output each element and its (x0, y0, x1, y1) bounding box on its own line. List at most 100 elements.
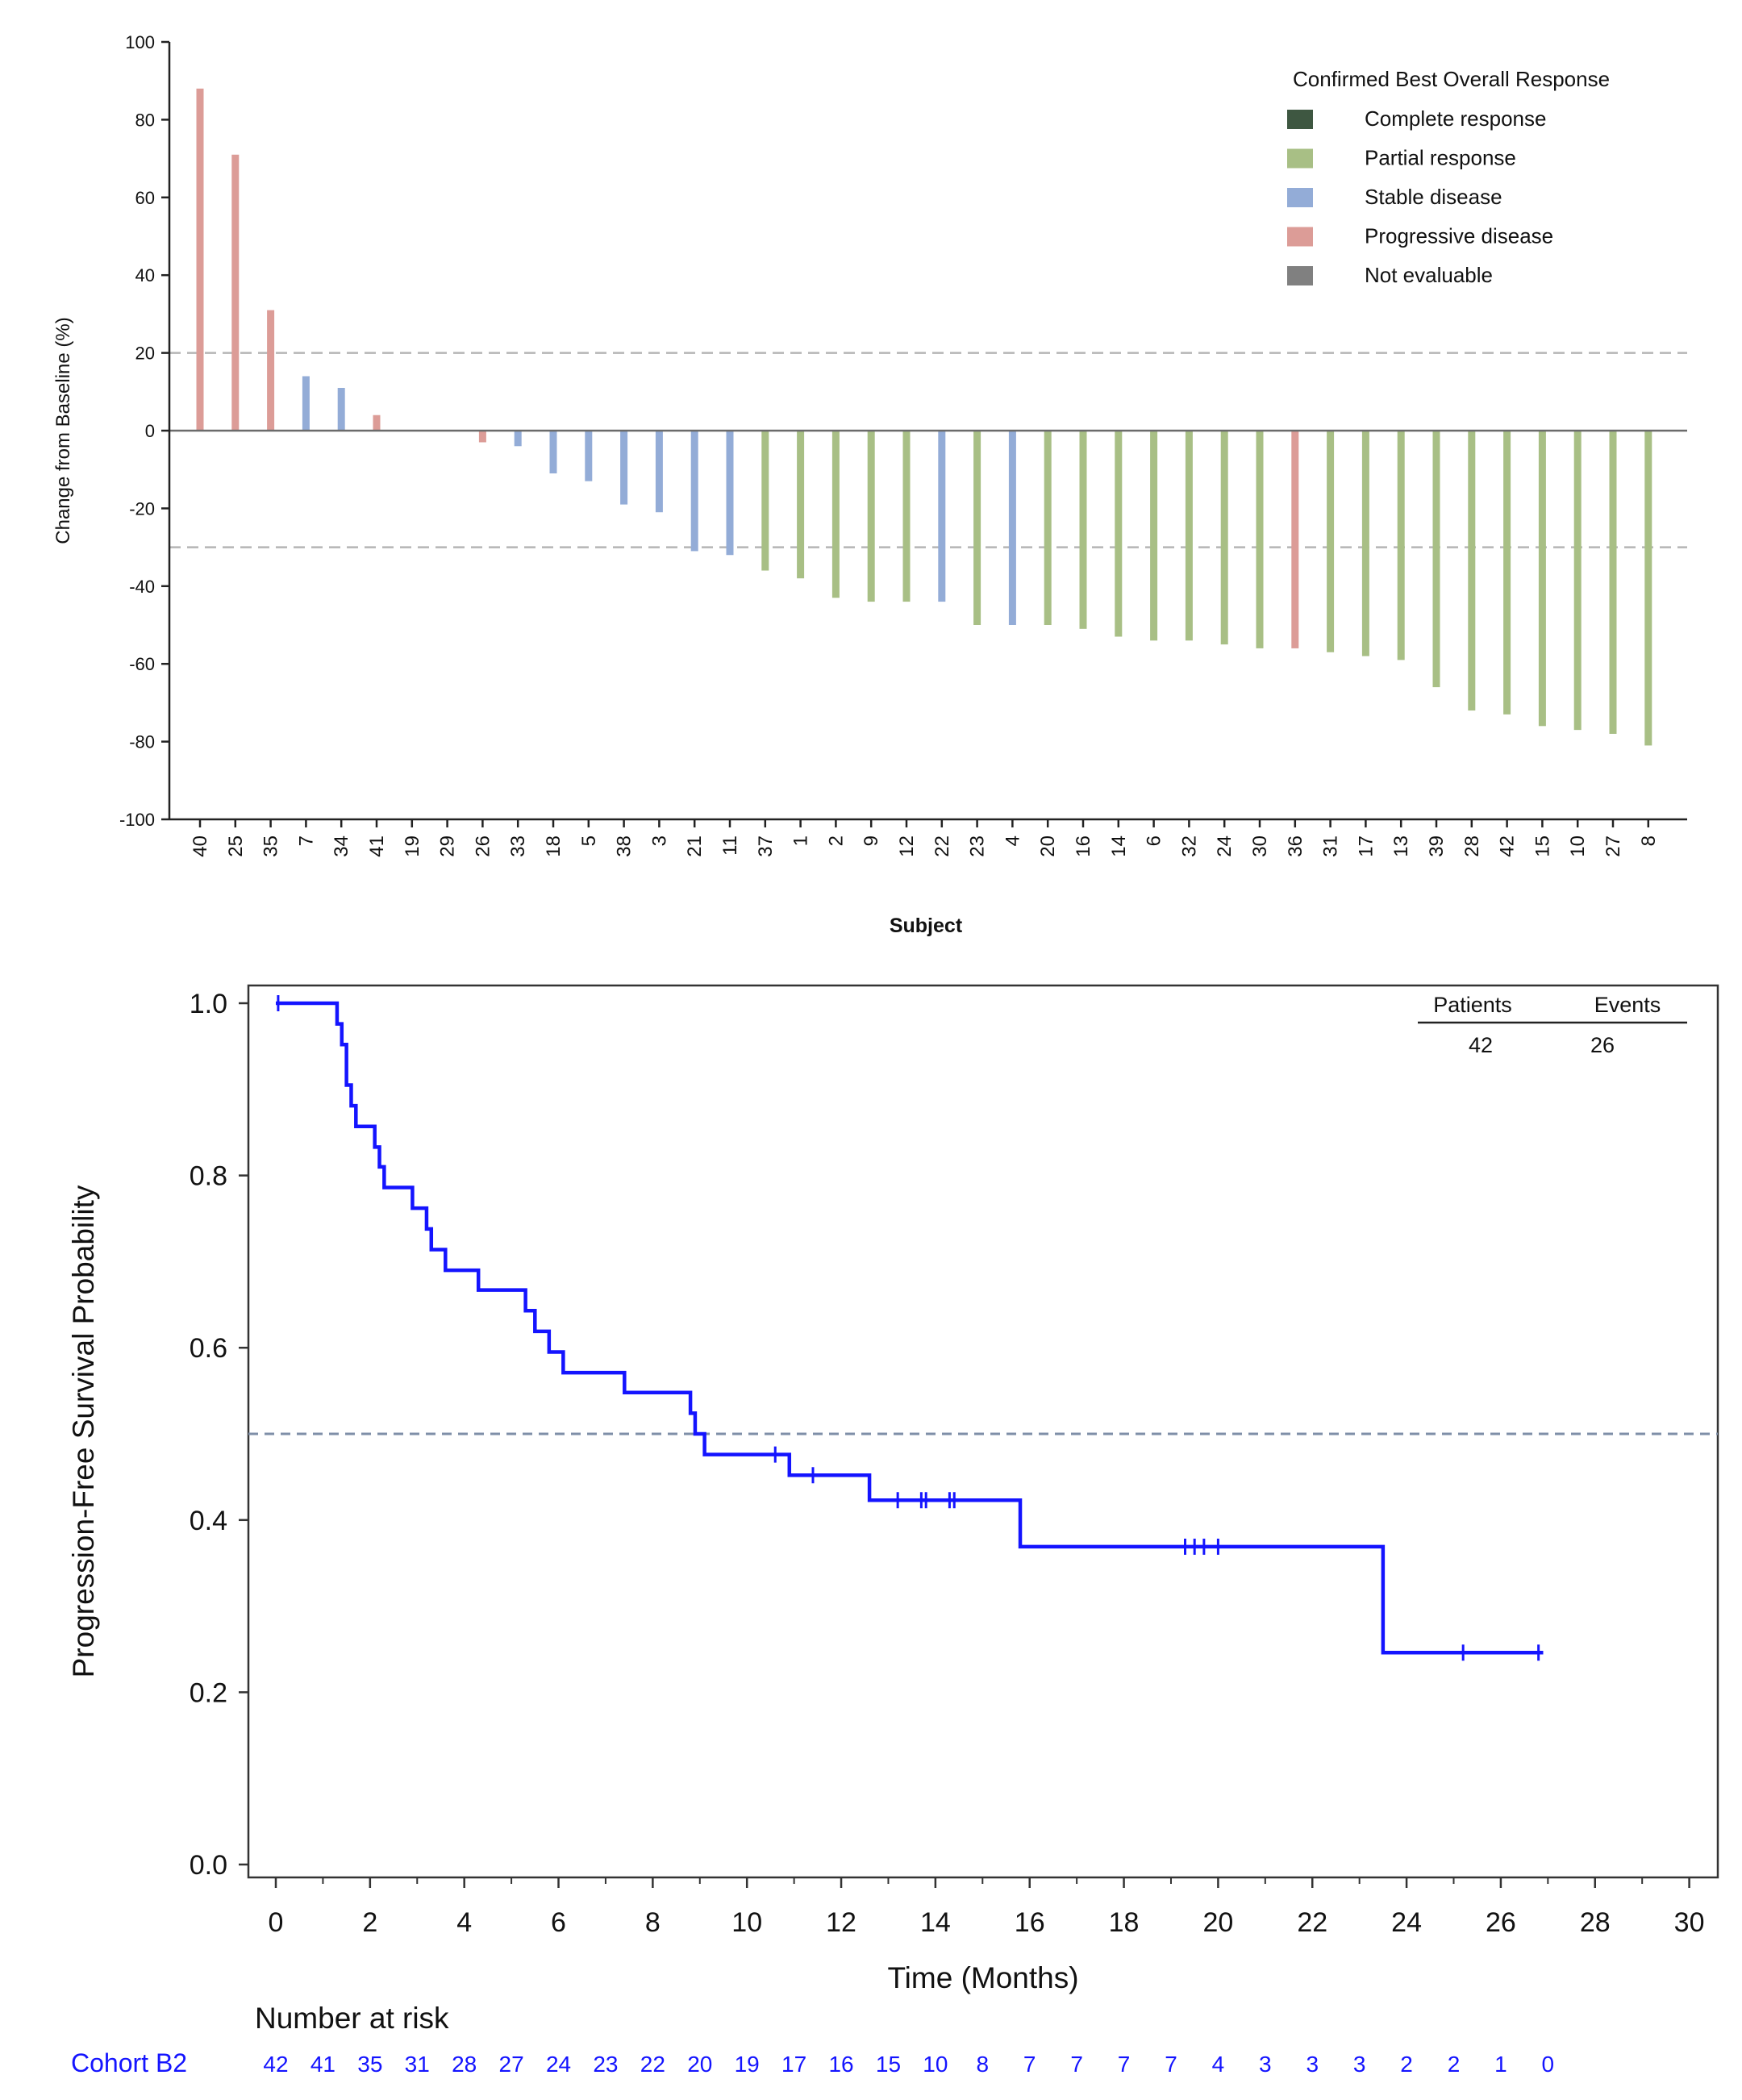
km-risk-count: 42 (263, 2052, 288, 2077)
waterfall-bar (373, 415, 381, 431)
km-risk-count: 22 (640, 2052, 665, 2077)
waterfall-bar (1115, 431, 1123, 637)
waterfall-x-tick-label: 32 (1178, 835, 1200, 857)
waterfall-x-tick-label: 40 (190, 835, 211, 857)
waterfall-bar (938, 431, 946, 602)
waterfall-x-tick-label: 11 (719, 835, 741, 856)
waterfall-bar (1609, 431, 1617, 734)
waterfall-bar (1150, 431, 1158, 641)
waterfall-y-tick-label: 20 (135, 344, 155, 364)
waterfall-y-tick-label: -80 (129, 732, 155, 752)
waterfall-bar (973, 431, 981, 625)
waterfall-reference-lines (169, 352, 1687, 548)
km-risk-count: 3 (1259, 2052, 1272, 2077)
waterfall-bar (726, 431, 734, 556)
km-y-tick-label: 0.2 (190, 1677, 227, 1708)
km-x-tick-label: 24 (1391, 1907, 1422, 1938)
km-risk-count: 23 (593, 2052, 618, 2077)
waterfall-x-tick-label: 41 (366, 835, 388, 857)
km-risk-count: 19 (735, 2052, 760, 2077)
waterfall-x-tick-label: 37 (755, 835, 777, 857)
km-info-value-patients: 42 (1469, 1033, 1493, 1057)
km-risk-count: 3 (1353, 2052, 1366, 2077)
waterfall-legend-label: Not evaluable (1365, 263, 1493, 287)
waterfall-x-tick-label: 25 (225, 835, 247, 857)
waterfall-legend-items: Complete response Partial response Stable … (1287, 106, 1553, 287)
waterfall-y-tick-label: 40 (135, 265, 155, 285)
waterfall-x-tick-label: 22 (931, 835, 953, 857)
waterfall-legend-label: Partial response (1365, 146, 1516, 170)
waterfall-x-tick-label: 28 (1461, 835, 1483, 857)
km-x-tick-label: 6 (551, 1907, 566, 1938)
waterfall-bar (831, 431, 840, 598)
waterfall-x-tick-label: 39 (1426, 835, 1448, 857)
waterfall-bar (302, 376, 310, 431)
km-x-tick-label: 8 (645, 1907, 661, 1938)
km-risk-count: 27 (499, 2052, 524, 2077)
waterfall-bar (1503, 431, 1511, 715)
waterfall-bar (1008, 431, 1016, 625)
km-risk-table: Number at risk Cohort B2 42 41 35 31 28 27 24 2… (71, 2002, 1554, 2077)
km-y-tick-label: 0.4 (190, 1506, 227, 1536)
waterfall-x-tick-label: 30 (1249, 835, 1271, 857)
km-x-tick-label: 12 (826, 1907, 856, 1938)
km-risk-row-label: Cohort B2 (71, 2048, 187, 2077)
waterfall-legend-swatch (1287, 110, 1313, 129)
waterfall-x-tick-label: 4 (1002, 835, 1023, 846)
waterfall-x-tick-label: 35 (260, 835, 282, 857)
km-y-ticks: 0.0 0.2 0.4 0.6 0.8 1.0 (190, 989, 248, 1881)
waterfall-x-tick-label: 1 (790, 835, 812, 846)
waterfall-y-tick-label: -40 (129, 577, 155, 597)
waterfall-x-tick-label: 14 (1108, 835, 1130, 857)
waterfall-bar (514, 431, 522, 447)
waterfall-x-tick-label: 17 (1355, 835, 1377, 857)
km-risk-count: 7 (1165, 2052, 1177, 2077)
km-info-header-patients: Patients (1433, 993, 1512, 1017)
km-y-tick-label: 0.8 (190, 1161, 227, 1192)
waterfall-bar (1397, 431, 1405, 660)
waterfall-y-tick-label: -20 (129, 498, 155, 519)
km-survival-curve (276, 1001, 1544, 1655)
waterfall-bar (1044, 431, 1052, 625)
km-risk-count: 2 (1448, 2052, 1461, 2077)
waterfall-bar (1291, 431, 1299, 648)
waterfall-x-tick-label: 34 (331, 835, 352, 857)
km-plot-frame (247, 984, 1719, 1879)
waterfall-bar (867, 431, 875, 602)
waterfall-x-tick-label: 36 (1285, 835, 1306, 857)
waterfall-x-tick-label: 20 (1037, 835, 1059, 857)
km-info-table: Patients Events 42 26 (1418, 993, 1687, 1057)
waterfall-legend-label: Stable disease (1365, 185, 1502, 209)
km-risk-count: 16 (828, 2052, 853, 2077)
waterfall-bar (1644, 431, 1652, 746)
km-risk-count: 3 (1306, 2052, 1319, 2077)
km-risk-count: 7 (1023, 2052, 1036, 2077)
km-x-tick-label: 16 (1015, 1907, 1045, 1938)
km-y-axis-label: Progression-Free Survival Probability (67, 1185, 100, 1677)
waterfall-x-tick-label: 26 (472, 835, 494, 857)
waterfall-x-tick-label: 8 (1638, 835, 1660, 846)
waterfall-legend-swatch (1287, 148, 1313, 169)
km-x-tick-label: 4 (456, 1907, 472, 1938)
km-risk-count: 15 (876, 2052, 901, 2077)
km-risk-count: 0 (1542, 2052, 1555, 2077)
waterfall-x-tick-label: 38 (614, 835, 636, 857)
km-risk-count: 35 (357, 2052, 382, 2077)
waterfall-bar (1327, 431, 1335, 652)
km-x-tick-label: 0 (269, 1907, 284, 1938)
km-x-ticks: 0 2 4 6 8 10 12 14 16 18 20 22 24 26 28 30 (269, 1877, 1705, 1938)
waterfall-bar (1468, 431, 1476, 711)
waterfall-bar (478, 431, 486, 443)
waterfall-x-tick-label: 33 (507, 835, 529, 857)
waterfall-x-tick-label: 3 (648, 835, 670, 846)
waterfall-legend-title: Confirmed Best Overall Response (1293, 67, 1610, 91)
waterfall-x-tick-label: 6 (1144, 835, 1165, 846)
waterfall-bar (902, 431, 911, 602)
waterfall-bar (1573, 431, 1582, 731)
waterfall-bar (1538, 431, 1546, 727)
km-risk-count: 17 (781, 2052, 806, 2077)
km-risk-counts: 42 41 35 31 28 27 24 23 22 20 19 17 16 15 10 8 7 7 7 7 4 3 3 3 2… (263, 2052, 1554, 2077)
waterfall-legend: Confirmed Best Overall Response Complete… (1287, 67, 1610, 287)
km-risk-count: 20 (687, 2052, 712, 2077)
